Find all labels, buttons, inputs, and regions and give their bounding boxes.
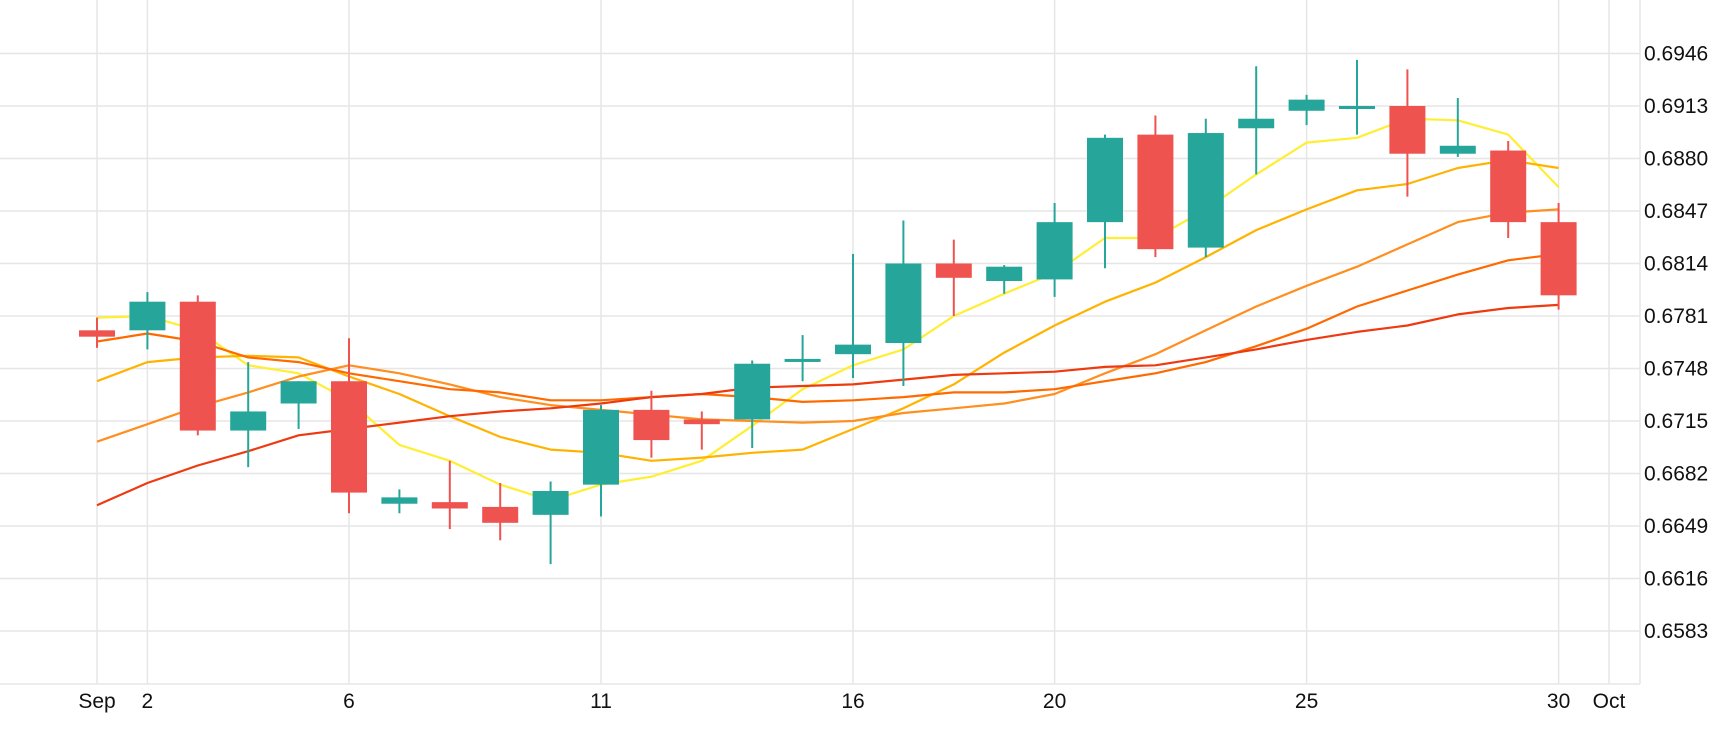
candle-body xyxy=(683,419,720,425)
y-tick-label: 0.6583 xyxy=(1644,620,1708,643)
moving-average-line xyxy=(96,159,1559,462)
candle-body xyxy=(79,330,115,337)
candle-up xyxy=(1036,203,1073,297)
candle-up xyxy=(1339,59,1375,135)
candle-body xyxy=(583,409,619,485)
candle-body xyxy=(1439,145,1476,154)
moving-average-line xyxy=(96,252,1559,403)
candle-up xyxy=(583,405,619,517)
candle-body xyxy=(280,381,317,404)
y-tick-label: 0.6847 xyxy=(1644,200,1708,223)
y-tick-label: 0.6748 xyxy=(1644,358,1708,381)
candle-down xyxy=(935,239,972,316)
candle-body xyxy=(734,363,771,420)
candle-body xyxy=(1389,106,1426,154)
candle-body xyxy=(230,411,267,431)
candle-body xyxy=(129,301,166,331)
candle-body xyxy=(532,491,569,515)
candle-up xyxy=(532,481,569,565)
candle-up xyxy=(280,381,317,429)
candle-body xyxy=(1540,222,1577,296)
candle-down xyxy=(633,390,670,458)
candle-down xyxy=(179,295,216,436)
candle-down xyxy=(1389,69,1426,197)
y-tick-label: 0.6880 xyxy=(1644,148,1708,171)
candle-body xyxy=(1288,99,1325,111)
x-tick-label: 11 xyxy=(590,690,612,713)
x-tick-label: 25 xyxy=(1295,690,1318,713)
candle-body xyxy=(179,301,216,431)
grid-lines xyxy=(0,0,1641,685)
candle-body xyxy=(784,358,821,362)
candle-body xyxy=(633,409,670,441)
candle-down xyxy=(431,460,468,530)
candle-up xyxy=(885,220,922,386)
y-tick-label: 0.6814 xyxy=(1644,253,1709,276)
y-tick-label: 0.6649 xyxy=(1644,515,1708,538)
candles xyxy=(79,59,1577,565)
x-tick-label: Sep xyxy=(78,690,115,713)
y-tick-label: 0.6781 xyxy=(1644,305,1708,328)
candle-down xyxy=(1137,115,1174,258)
candle-body xyxy=(1238,118,1275,129)
x-tick-label: 2 xyxy=(142,690,154,713)
candle-up xyxy=(1238,66,1275,175)
candle-up xyxy=(986,265,1023,294)
x-axis-tick-labels: Sep261116202530Oct4 xyxy=(78,690,1626,713)
candle-up xyxy=(1087,134,1123,269)
y-tick-label: 0.6682 xyxy=(1644,463,1708,486)
x-tick-label: Oct xyxy=(1593,690,1626,713)
candle-body xyxy=(381,497,418,504)
y-axis-tick-labels: 0.6583 0.6616 0.6649 0.6682 0.6715 0.6748 0.67… xyxy=(1644,43,1709,644)
candle-down xyxy=(331,338,367,514)
candle-body xyxy=(431,502,468,509)
y-tick-label: 0.6616 xyxy=(1644,568,1708,591)
candle-up xyxy=(129,292,166,350)
candle-up xyxy=(1439,98,1476,157)
candle-up xyxy=(835,253,871,379)
candle-body xyxy=(935,263,972,278)
x-tick-label: 16 xyxy=(841,690,864,713)
candle-down xyxy=(1490,141,1527,239)
candle-body xyxy=(885,263,922,344)
candle-body xyxy=(1137,134,1174,250)
y-tick-label: 0.6946 xyxy=(1644,43,1708,66)
candle-up xyxy=(230,362,267,468)
candle-up xyxy=(1187,118,1224,258)
x-tick-label: 20 xyxy=(1043,690,1066,713)
candle-body xyxy=(835,344,871,355)
candle-body xyxy=(1036,222,1073,280)
candle-body xyxy=(986,266,1023,281)
candle-body xyxy=(1187,133,1224,248)
candle-body xyxy=(1087,137,1123,223)
y-tick-label: 0.6913 xyxy=(1644,95,1708,118)
moving-average-line xyxy=(96,303,1559,507)
moving-average-line xyxy=(96,117,1560,502)
candle-up xyxy=(734,360,771,449)
candle-body xyxy=(1490,150,1527,223)
x-tick-label: 30 xyxy=(1547,690,1570,713)
candle-body xyxy=(482,506,519,523)
moving-average-line xyxy=(96,208,1559,443)
candle-down xyxy=(79,317,115,348)
moving-average-lines xyxy=(96,117,1560,507)
y-tick-label: 0.6715 xyxy=(1644,410,1708,433)
candle-body xyxy=(1339,106,1375,109)
candle-up xyxy=(381,489,418,514)
candle-down xyxy=(1540,203,1577,310)
candle-down xyxy=(683,411,720,450)
candle-up xyxy=(784,335,821,382)
candle-up xyxy=(1288,94,1325,126)
candle-down xyxy=(482,483,519,541)
x-tick-label: 6 xyxy=(343,690,355,713)
candle-body xyxy=(331,381,367,493)
